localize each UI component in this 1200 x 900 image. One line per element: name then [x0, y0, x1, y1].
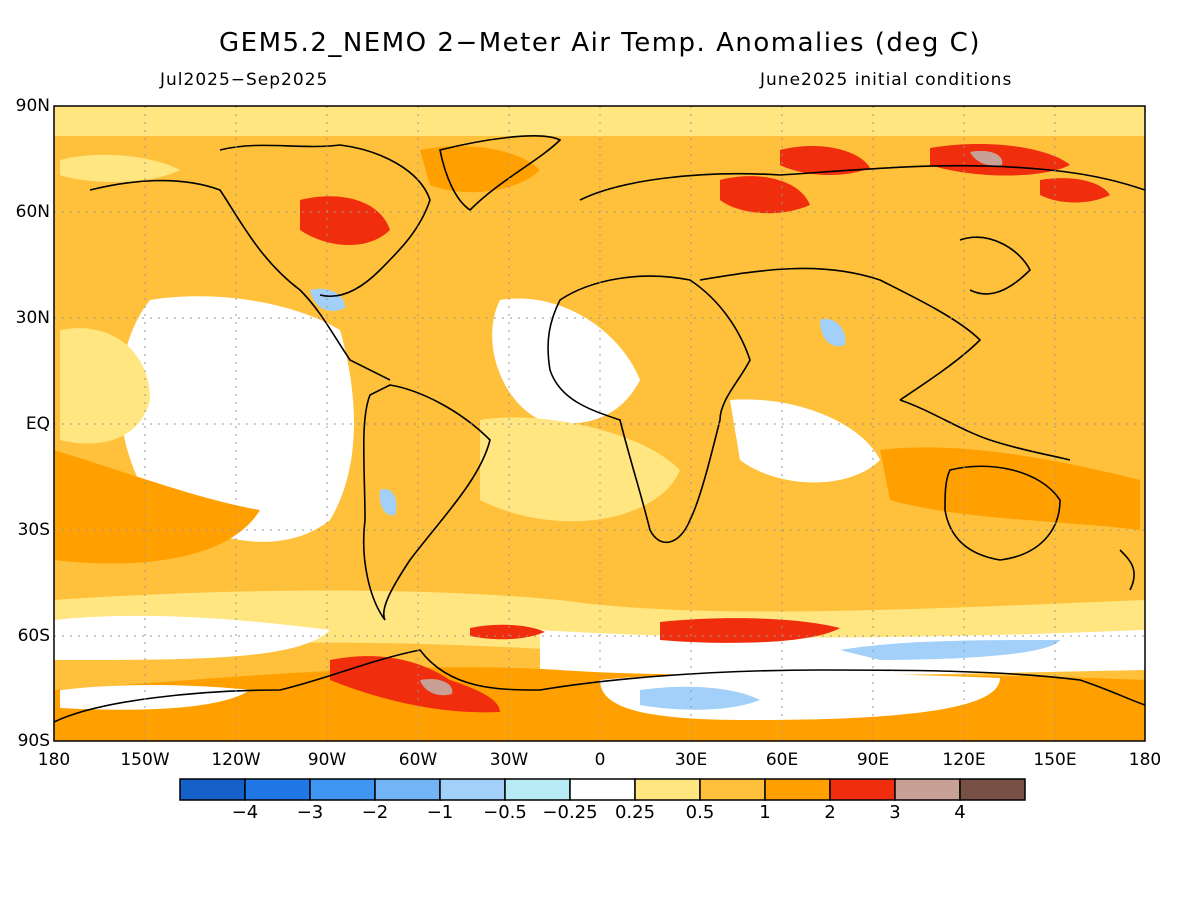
lat-label-60n: 60N [15, 202, 50, 222]
lon-label-180w: 180 [37, 750, 71, 770]
lat-label-90s: 90S [17, 731, 50, 751]
map-title: GEM5.2_NEMO 2−Meter Air Temp. Anomalies … [219, 28, 981, 58]
lat-label-60s: 60S [17, 626, 50, 646]
colorbar-swatch [244, 778, 311, 801]
colorbar-swatch [764, 778, 831, 801]
colorbar-label: −1 [426, 802, 454, 823]
lat-label-30n: 30N [15, 308, 50, 328]
colorbar-label: −4 [231, 802, 259, 823]
coastlines [54, 135, 1145, 723]
lon-label-90e: 90E [856, 750, 890, 770]
colorbar-label: 0.25 [614, 802, 656, 823]
lon-label-180e: 180 [1128, 750, 1162, 770]
lon-label-150w: 150W [120, 750, 170, 770]
colorbar-label: −2 [361, 802, 389, 823]
colorbar-label: 0.5 [685, 802, 715, 823]
colorbar-swatch [699, 778, 766, 801]
colorbar-label: 4 [954, 802, 966, 823]
colorbar-label: 3 [889, 802, 901, 823]
colorbar-swatch [634, 778, 701, 801]
lat-label-30s: 30S [17, 520, 50, 540]
colorbar-swatch [569, 778, 636, 801]
colorbar-label: −0.5 [483, 802, 527, 823]
lon-label-60e: 60E [765, 750, 799, 770]
lat-label-eq: EQ [25, 414, 50, 434]
colorbar-swatch [309, 778, 376, 801]
colorbar-swatch [179, 778, 246, 801]
graticule [54, 106, 1145, 741]
colorbar-label: −0.25 [542, 802, 598, 823]
lon-label-150e: 150E [1033, 750, 1077, 770]
forecast-period: Jul2025−Sep2025 [160, 70, 329, 90]
map-frame [53, 105, 1146, 742]
colorbar-swatch [894, 778, 961, 801]
colorbar-label: 1 [759, 802, 771, 823]
lon-label-30e: 30E [674, 750, 708, 770]
lat-label-90n: 90N [15, 96, 50, 116]
colorbar-swatch [374, 778, 441, 801]
lon-label-120w: 120W [211, 750, 261, 770]
colorbar-label: −3 [296, 802, 324, 823]
initial-conditions: June2025 initial conditions [760, 70, 1013, 90]
colorbar-swatch [504, 778, 571, 801]
lon-label-120e: 120E [942, 750, 986, 770]
colorbar-swatch [829, 778, 896, 801]
colorbar-label: 2 [824, 802, 836, 823]
lon-label-0: 0 [594, 750, 606, 770]
colorbar [179, 778, 1026, 801]
lon-label-30w: 30W [489, 750, 529, 770]
lon-label-90w: 90W [307, 750, 347, 770]
colorbar-swatch [439, 778, 506, 801]
lon-label-60w: 60W [398, 750, 438, 770]
colorbar-swatch [959, 778, 1026, 801]
